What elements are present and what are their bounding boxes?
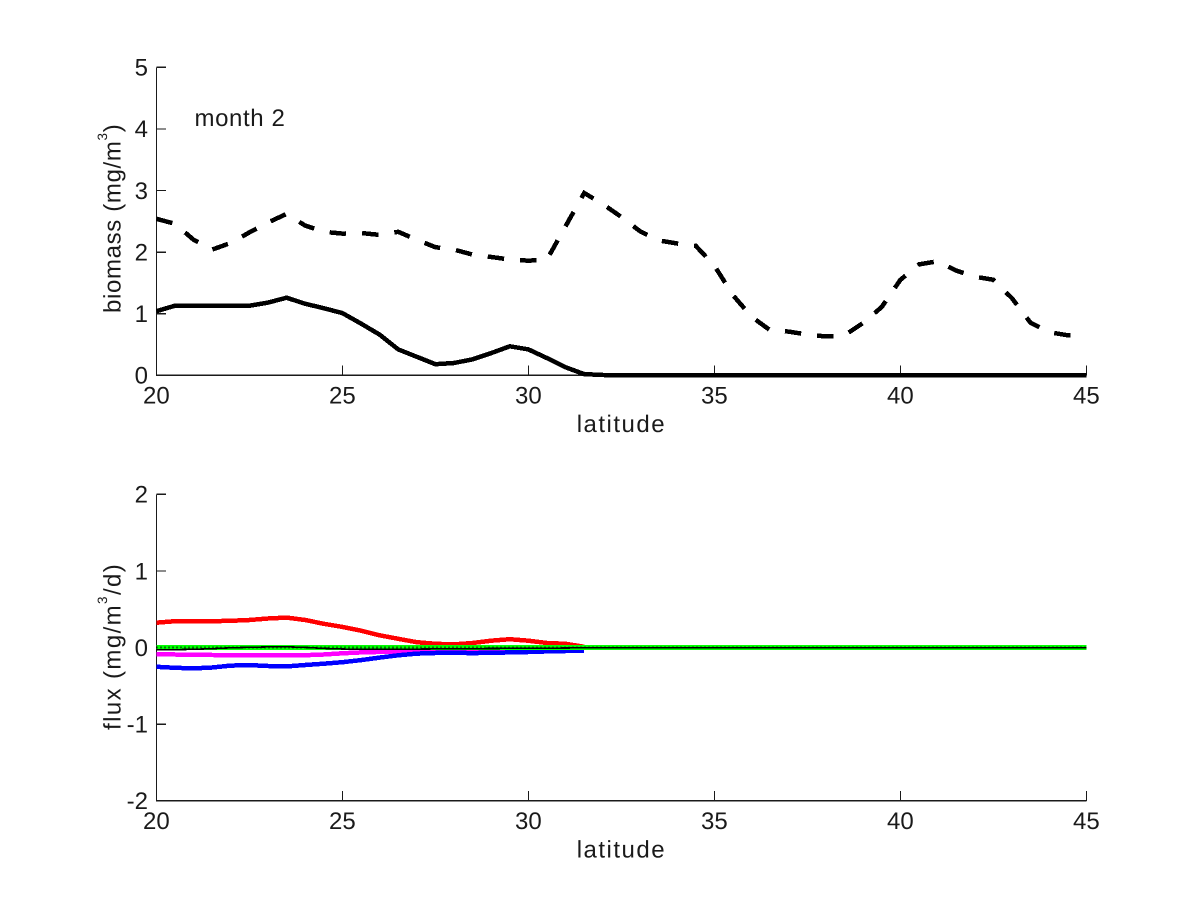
svg-text:20: 20 (143, 808, 170, 835)
svg-text:20: 20 (143, 383, 170, 410)
svg-text:1: 1 (135, 301, 148, 328)
svg-text:-2: -2 (127, 788, 148, 815)
svg-text:5: 5 (135, 55, 148, 82)
svg-text:40: 40 (887, 808, 914, 835)
svg-text:3: 3 (135, 178, 148, 205)
svg-text:latitude: latitude (577, 411, 666, 438)
svg-text:45: 45 (1073, 808, 1100, 835)
svg-text:2: 2 (135, 482, 148, 509)
svg-text:35: 35 (701, 383, 728, 410)
svg-text:45: 45 (1073, 383, 1100, 410)
svg-text:25: 25 (329, 383, 356, 410)
svg-text:latitude: latitude (577, 836, 666, 863)
svg-text:flux (mg/m3​/d): flux (mg/m3​/d) (95, 563, 127, 730)
svg-text:0: 0 (135, 635, 148, 662)
svg-text:2: 2 (135, 239, 148, 266)
svg-text:25: 25 (329, 808, 356, 835)
svg-text:40: 40 (887, 383, 914, 410)
svg-text:1: 1 (135, 558, 148, 585)
svg-text:month 2: month 2 (195, 105, 286, 132)
svg-text:-1: -1 (127, 712, 148, 739)
svg-text:biomass (mg/m3​): biomass (mg/m3​) (95, 124, 127, 313)
svg-text:35: 35 (701, 808, 728, 835)
svg-text:30: 30 (515, 808, 542, 835)
svg-text:4: 4 (135, 116, 148, 143)
svg-text:0: 0 (135, 363, 148, 390)
svg-text:30: 30 (515, 383, 542, 410)
